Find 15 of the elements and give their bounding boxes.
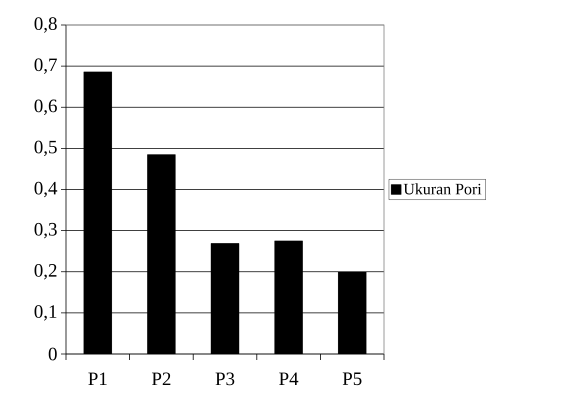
legend-label: Ukuran Pori [404,183,482,194]
y-tick-label: 0,5 [34,140,57,156]
y-tick-label: 0 [48,348,57,360]
y-tick-label: 0,2 [34,264,56,280]
x-tick-label: P5 [342,372,362,386]
y-tick-label: 0,7 [34,58,57,74]
y-tick-label: 0,8 [34,17,57,33]
y-tick-label: 0,3 [34,222,57,238]
x-tick-label: P4 [279,372,298,385]
x-tick-label: P3 [216,372,234,386]
y-tick-label: 0,4 [34,182,58,198]
y-tick-label: 0,1 [34,305,56,321]
y-tick-label: 0,6 [34,100,57,115]
x-tick-label: P2 [152,372,170,386]
x-tick-label: P1 [88,372,107,386]
